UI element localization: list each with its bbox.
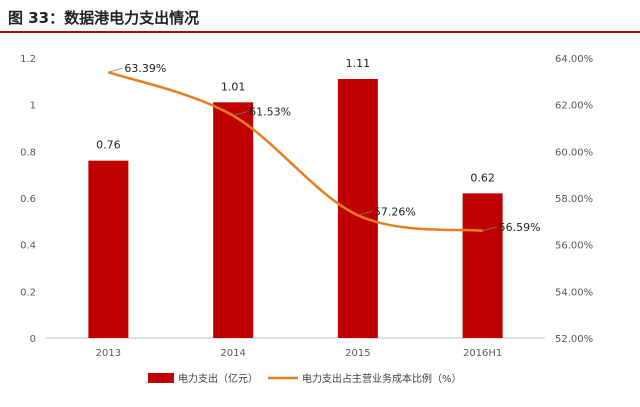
bar-labels: 0.76 1.01 1.11 0.62: [96, 57, 495, 184]
line-value-label: 61.53%: [249, 106, 291, 119]
y-right-tick-label: 64.00%: [555, 54, 593, 65]
y-left-tick-label: 1: [30, 101, 36, 112]
bar-value-label: 0.62: [470, 171, 495, 184]
bar-series: [88, 79, 503, 338]
line-label-leader: [108, 67, 123, 73]
y-left-tick-label: 0.4: [20, 241, 36, 252]
line-label-leader: [357, 210, 372, 216]
x-tick-label: 2015: [345, 348, 370, 359]
y-left-tick-label: 1.2: [20, 54, 36, 65]
bar-value-label: 1.11: [346, 57, 371, 70]
y-left-tick-label: 0: [30, 334, 36, 345]
y-left-tick-label: 0.8: [20, 147, 36, 158]
legend: 电力支出（亿元） 电力支出占主营业务成本比例（%）: [148, 372, 462, 385]
y-left-tick-label: 0.2: [20, 287, 36, 298]
legend-bar-label: 电力支出（亿元）: [178, 372, 258, 385]
line-label-leader: [482, 226, 497, 232]
line-value-label: 56.59%: [499, 221, 541, 234]
left-axis: 0 0.2 0.4 0.6 0.8 1 1.2: [20, 54, 36, 345]
legend-bar-swatch: [148, 373, 174, 383]
y-right-tick-label: 60.00%: [555, 147, 593, 158]
bar-value-label: 0.76: [96, 139, 121, 152]
chart-title: 图 33：数据港电力支出情况: [8, 9, 200, 27]
line-series: [107, 71, 483, 233]
x-axis: 2013 2014 2015 2016H1: [96, 348, 503, 359]
watermark: 头条 @未来智库: [529, 382, 632, 398]
ratio-line: [107, 71, 483, 233]
bar: [213, 102, 254, 338]
x-tick-label: 2016H1: [463, 348, 502, 359]
bar: [88, 160, 129, 338]
line-labels: 63.39% 61.53% 57.26% 56.59%: [108, 62, 541, 234]
y-right-tick-label: 58.00%: [555, 194, 593, 205]
y-right-tick-label: 56.00%: [555, 241, 593, 252]
legend-line-label: 电力支出占主营业务成本比例（%）: [302, 372, 462, 385]
line-value-label: 57.26%: [374, 205, 416, 218]
y-right-tick-label: 54.00%: [555, 287, 593, 298]
x-tick-label: 2013: [96, 348, 121, 359]
title-rule: [0, 31, 640, 33]
x-tick-label: 2014: [220, 348, 245, 359]
title-bar: 图 33：数据港电力支出情况: [0, 0, 640, 33]
bar-value-label: 1.01: [221, 80, 246, 93]
line-value-label: 63.39%: [124, 62, 166, 75]
line-label-leader: [233, 111, 248, 117]
y-left-tick-label: 0.6: [20, 194, 36, 205]
bar: [462, 193, 503, 338]
y-right-tick-label: 62.00%: [555, 101, 593, 112]
y-right-tick-label: 52.00%: [555, 334, 593, 345]
right-axis: 52.00% 54.00% 56.00% 58.00% 60.00% 62.00% 64.0…: [555, 54, 593, 345]
